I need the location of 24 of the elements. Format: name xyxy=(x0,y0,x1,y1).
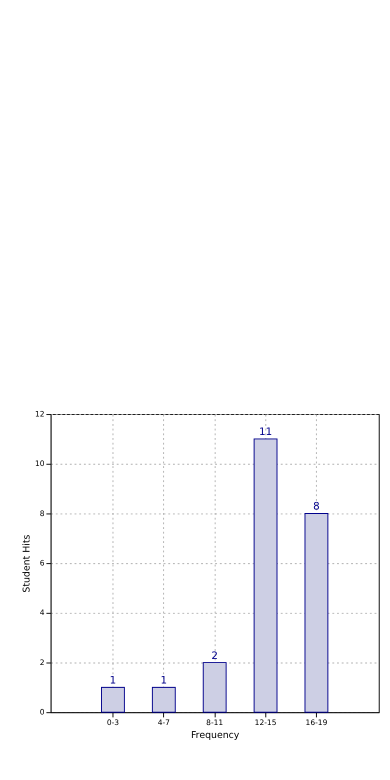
data-label: 1 xyxy=(110,674,116,687)
bar xyxy=(101,686,125,713)
data-label: 8 xyxy=(313,500,320,513)
y-tick-label: 0 xyxy=(40,708,45,717)
bar xyxy=(202,662,227,713)
x-axis-title: Frequency xyxy=(190,730,240,741)
x-tick-label: 16-19 xyxy=(306,718,328,727)
x-tick-label: 12-15 xyxy=(254,718,277,727)
y-tick-label: 12 xyxy=(34,409,45,418)
y-axis-title: Student Hits xyxy=(21,534,32,593)
bar xyxy=(152,686,176,713)
y-tick-label: 6 xyxy=(40,558,45,568)
bar xyxy=(254,438,278,713)
y-tick-label: 2 xyxy=(40,658,45,667)
y-tick-label: 4 xyxy=(40,608,45,618)
bar xyxy=(304,513,328,713)
y-tick-label: 10 xyxy=(34,459,45,468)
x-tick-label: 8-11 xyxy=(206,718,224,727)
y-tick-label: 8 xyxy=(40,508,45,518)
data-label: 11 xyxy=(259,426,272,438)
x-tick-label: 0-3 xyxy=(106,718,120,727)
x-tick-label: 4-7 xyxy=(158,718,170,727)
data-label: 2 xyxy=(211,650,218,662)
data-label: 1 xyxy=(160,674,168,687)
